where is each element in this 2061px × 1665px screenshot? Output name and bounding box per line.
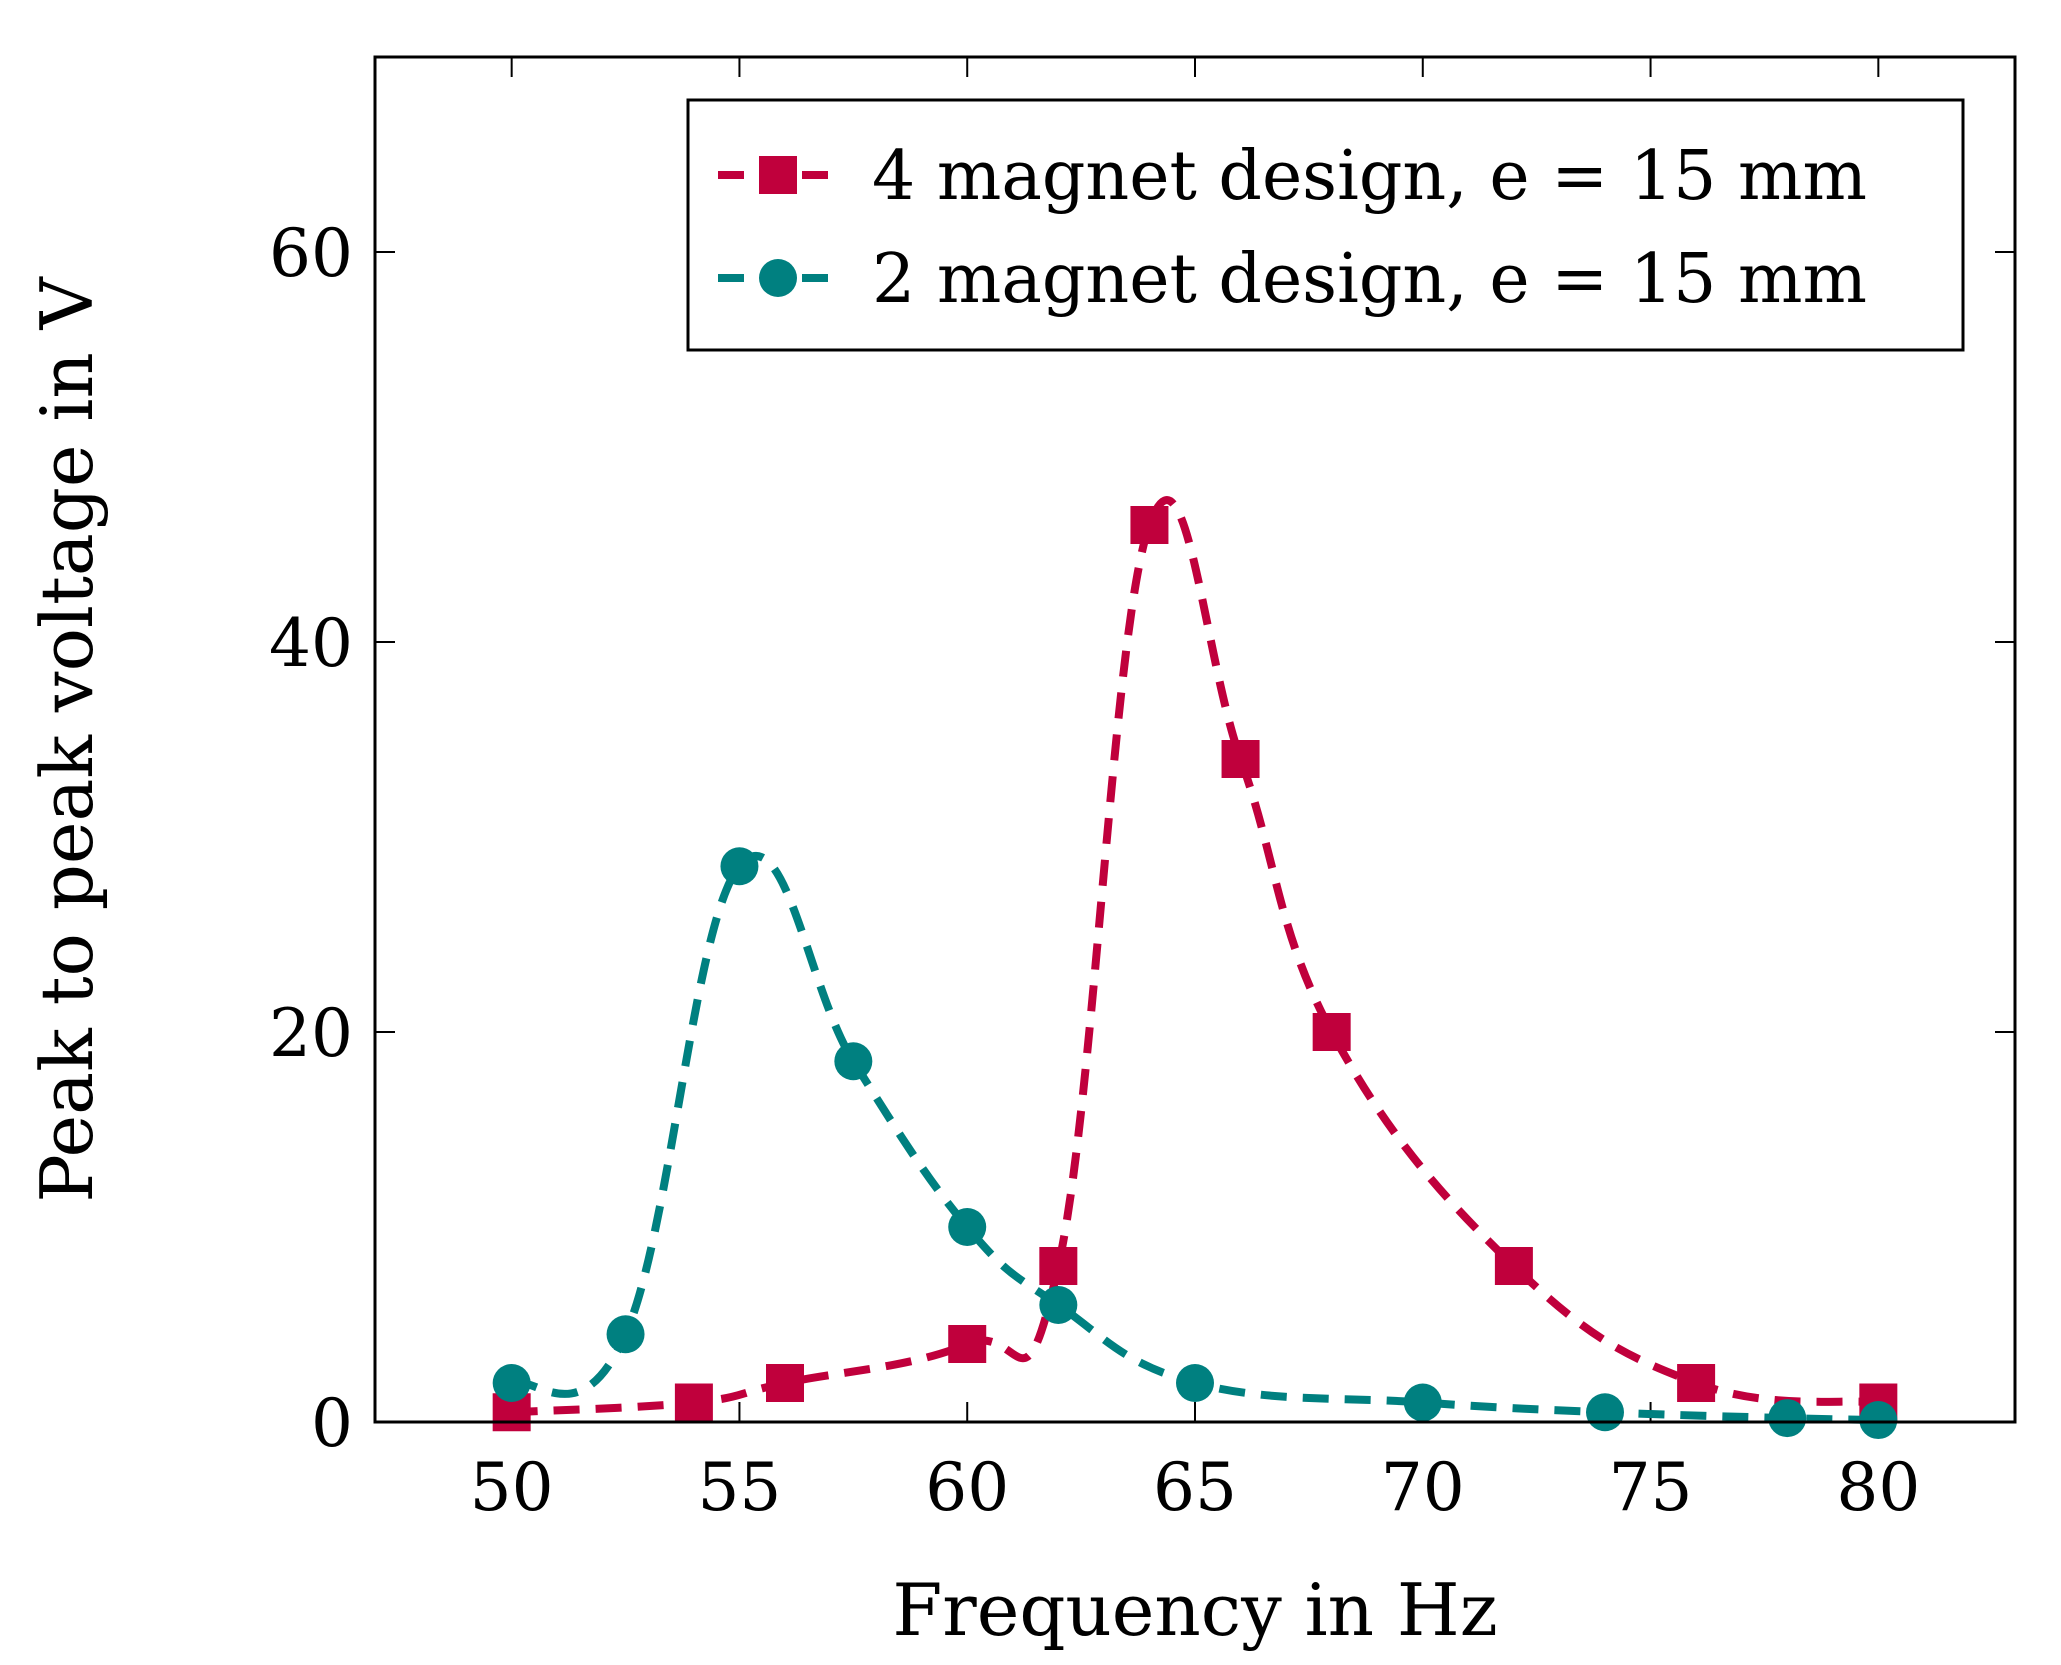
data-point [1677, 1364, 1716, 1402]
tick-labels: 50 55 60 65 70 75 80 0 20 40 60 [269, 215, 1920, 1526]
data-point [1312, 1013, 1351, 1051]
data-point [1768, 1399, 1807, 1438]
data-point [948, 1208, 987, 1246]
data-point [1221, 740, 1260, 778]
legend-label: 4 magnet design, e = 15 mm [872, 137, 1867, 216]
series-line [511, 496, 1879, 1417]
legend-label: 2 magnet design, e = 15 mm [872, 240, 1867, 319]
x-tick-label: 70 [1381, 1449, 1465, 1526]
series-line [510, 852, 1879, 1425]
series-1 [492, 496, 1898, 1432]
data-point [948, 1325, 987, 1363]
data-point [1586, 1393, 1624, 1432]
data-point [766, 1364, 804, 1402]
data-point [1039, 1247, 1078, 1285]
legend-box [686, 98, 1965, 352]
y-axis-title: Peak to peak voltage in V [25, 275, 109, 1202]
x-tick-label: 60 [925, 1449, 1009, 1526]
x-tick-label: 80 [1836, 1449, 1920, 1526]
legend-entry-2: 2 magnet design, e = 15 mm [718, 240, 1867, 319]
x-tick-label: 55 [697, 1449, 781, 1526]
y-tick-label: 0 [311, 1385, 353, 1462]
legend-entry-1: 4 magnet design, e = 15 mm [718, 137, 1867, 216]
data-point [1039, 1286, 1078, 1324]
data-point [834, 1042, 873, 1081]
y-tick-label: 20 [269, 995, 353, 1072]
data-point [492, 1364, 531, 1402]
series-2 [492, 847, 1898, 1440]
x-tick-label: 75 [1609, 1449, 1693, 1526]
legend-marker [759, 259, 797, 297]
plot-frame [373, 55, 2017, 1424]
x-tick-label: 65 [1153, 1449, 1237, 1526]
data-point [1403, 1383, 1442, 1422]
data-point [1494, 1247, 1533, 1285]
legend-marker [759, 156, 797, 194]
data-point [1859, 1401, 1898, 1440]
x-tick-label: 50 [470, 1449, 554, 1526]
data-point [1176, 1364, 1214, 1402]
y-tick-label: 60 [269, 215, 353, 292]
plot-series [492, 496, 1898, 1440]
legend: 4 magnet design, e = 15 mm 2 magnet desig… [686, 98, 1965, 352]
data-point [1130, 506, 1169, 544]
data-point [674, 1383, 713, 1422]
data-point [720, 847, 759, 886]
x-axis-title: Frequency in Hz [892, 1568, 1497, 1652]
data-point [606, 1315, 645, 1354]
y-tick-label: 40 [269, 605, 353, 682]
